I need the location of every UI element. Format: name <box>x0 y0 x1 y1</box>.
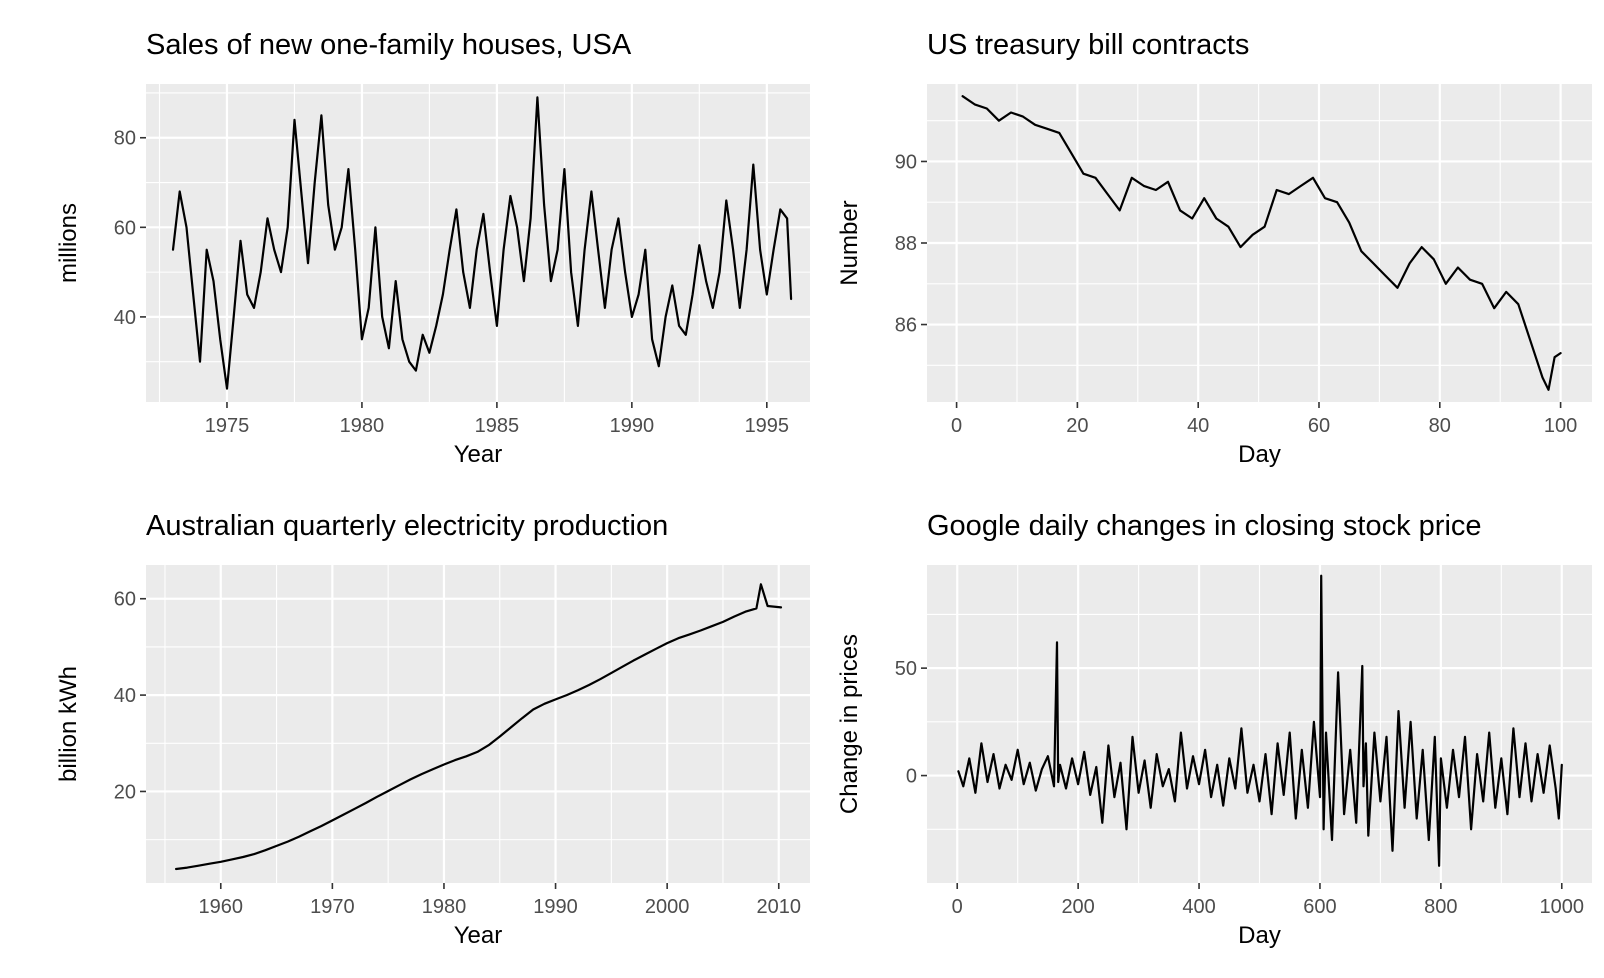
x-tick-label: 200 <box>1061 896 1094 918</box>
x-axis-label: Year <box>454 922 503 949</box>
series-line-1 <box>171 96 793 390</box>
x-tick-label: 1995 <box>745 415 790 437</box>
x-tick-label: 0 <box>951 415 962 437</box>
series-line-1 <box>961 95 1562 391</box>
x-tick-label: 2000 <box>645 896 690 918</box>
x-tick-label: 1990 <box>610 415 655 437</box>
series-line-1 <box>175 583 783 871</box>
x-axis-label: Day <box>1238 922 1281 949</box>
chart-panel-3: 1960 1970 1980 1990 2000 2010 20 40 60 Australian… <box>55 510 810 949</box>
x-tick-label: 400 <box>1182 896 1215 918</box>
y-tick-label: 60 <box>114 589 136 611</box>
y-tick-label: 0 <box>906 766 917 788</box>
chart-title: Australian quarterly electricity product… <box>146 510 668 542</box>
y-tick-label: 40 <box>114 685 136 707</box>
x-tick-label: 1980 <box>340 415 385 437</box>
y-tick-label: 20 <box>114 781 136 803</box>
y-tick-label: 86 <box>895 315 917 337</box>
series-line-1 <box>957 574 1563 867</box>
x-tick-label: 1970 <box>310 896 355 918</box>
y-axis-label: Change in prices <box>836 634 863 814</box>
y-axis-label: Number <box>836 200 863 285</box>
x-tick-label: 1990 <box>533 896 578 918</box>
x-tick-label: 1000 <box>1540 896 1585 918</box>
chart-panel-1: 1975 1980 1985 1990 1995 40 60 80 Sales of new o… <box>55 29 810 468</box>
x-tick-label: 40 <box>1187 415 1209 437</box>
chart-title: Google daily changes in closing stock pr… <box>927 510 1482 542</box>
plot-background <box>146 565 810 883</box>
x-tick-label: 1980 <box>422 896 467 918</box>
chart-title: Sales of new one-family houses, USA <box>146 29 632 61</box>
x-tick-label: 2010 <box>757 896 802 918</box>
x-tick-label: 1985 <box>475 415 520 437</box>
chart-panel-2: 0 20 40 60 80 100 86 88 90 US treasury bill contr… <box>836 29 1592 468</box>
x-tick-label: 0 <box>952 896 963 918</box>
y-tick-label: 60 <box>114 217 136 239</box>
x-tick-label: 100 <box>1544 415 1577 437</box>
x-tick-label: 60 <box>1308 415 1330 437</box>
chart-title: US treasury bill contracts <box>927 29 1249 61</box>
y-tick-label: 88 <box>895 233 917 255</box>
x-tick-label: 80 <box>1429 415 1451 437</box>
y-tick-label: 40 <box>114 307 136 329</box>
x-axis-label: Year <box>454 441 503 468</box>
y-axis-label: billion kWh <box>55 666 82 782</box>
y-tick-label: 50 <box>895 658 917 680</box>
x-tick-label: 1960 <box>199 896 244 918</box>
x-tick-label: 20 <box>1066 415 1088 437</box>
chart-panel-4: 0 200 400 600 800 1000 0 50 Google daily changes… <box>836 510 1592 949</box>
x-tick-label: 1975 <box>205 415 250 437</box>
y-tick-label: 80 <box>114 128 136 150</box>
x-tick-label: 800 <box>1424 896 1457 918</box>
x-axis-label: Day <box>1238 441 1281 468</box>
x-tick-label: 600 <box>1303 896 1336 918</box>
y-tick-label: 90 <box>895 151 917 173</box>
y-axis-label: millions <box>55 203 82 283</box>
